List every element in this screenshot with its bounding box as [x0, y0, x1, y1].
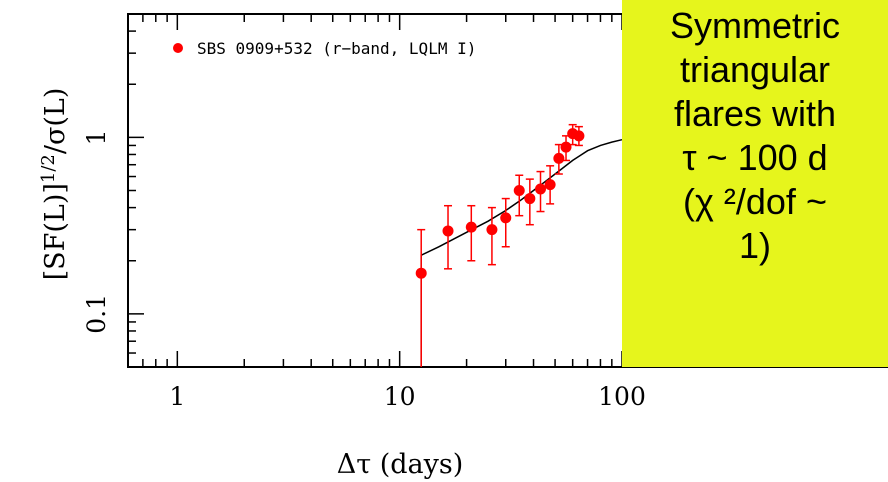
data-point: [415, 228, 427, 367]
annotation-line: Symmetric: [670, 5, 840, 46]
data-point: [465, 204, 477, 262]
annotation-line: triangular: [679, 49, 831, 90]
data-marker: [465, 221, 477, 233]
annotation-box: Symmetric triangular flares with τ ~ 100…: [622, 0, 888, 367]
data-point: [442, 204, 454, 270]
data-point: [567, 123, 579, 146]
data-marker: [535, 183, 547, 195]
data-marker: [415, 267, 427, 279]
model-curve: [420, 138, 623, 367]
annotation-line: 1): [738, 225, 771, 266]
data-marker: [553, 152, 565, 164]
data-point: [544, 165, 556, 205]
data-marker: [486, 224, 498, 236]
annotation-line: (χ ²/dof ~: [683, 181, 827, 222]
data-point: [524, 178, 536, 226]
data-marker: [560, 141, 572, 153]
y-tick-label: 0.1: [82, 294, 111, 334]
annotation-line: τ ~ 100 d: [682, 137, 828, 178]
model-curve-group: [420, 138, 623, 367]
data-point: [486, 206, 498, 266]
data-marker: [524, 193, 536, 205]
data-point: [535, 170, 547, 213]
data-marker: [513, 185, 525, 196]
annotation-line: flares with: [673, 93, 837, 134]
y-tick-label: 1: [82, 129, 111, 145]
data-marker: [544, 179, 556, 191]
legend-marker: [173, 43, 183, 53]
data-point: [553, 143, 565, 175]
data-points-group: [415, 123, 585, 367]
y-axis-label: [SF(L)]1/2/σ(L): [38, 88, 71, 281]
data-marker: [500, 212, 512, 224]
data-point: [573, 125, 585, 147]
x-tick-label: 10: [384, 382, 416, 411]
data-point: [500, 197, 512, 248]
data-point: [513, 174, 525, 217]
data-marker: [442, 225, 454, 237]
legend: SBS 0909+532 (r−band, LQLM I): [173, 39, 476, 58]
legend-label: SBS 0909+532 (r−band, LQLM I): [197, 39, 476, 58]
data-marker: [573, 130, 585, 142]
x-tick-label: 100: [598, 382, 646, 411]
y-axis-ticks: 0.11: [82, 13, 144, 368]
x-tick-label: 1: [169, 382, 185, 411]
x-axis-label: Δτ (days): [337, 449, 464, 480]
